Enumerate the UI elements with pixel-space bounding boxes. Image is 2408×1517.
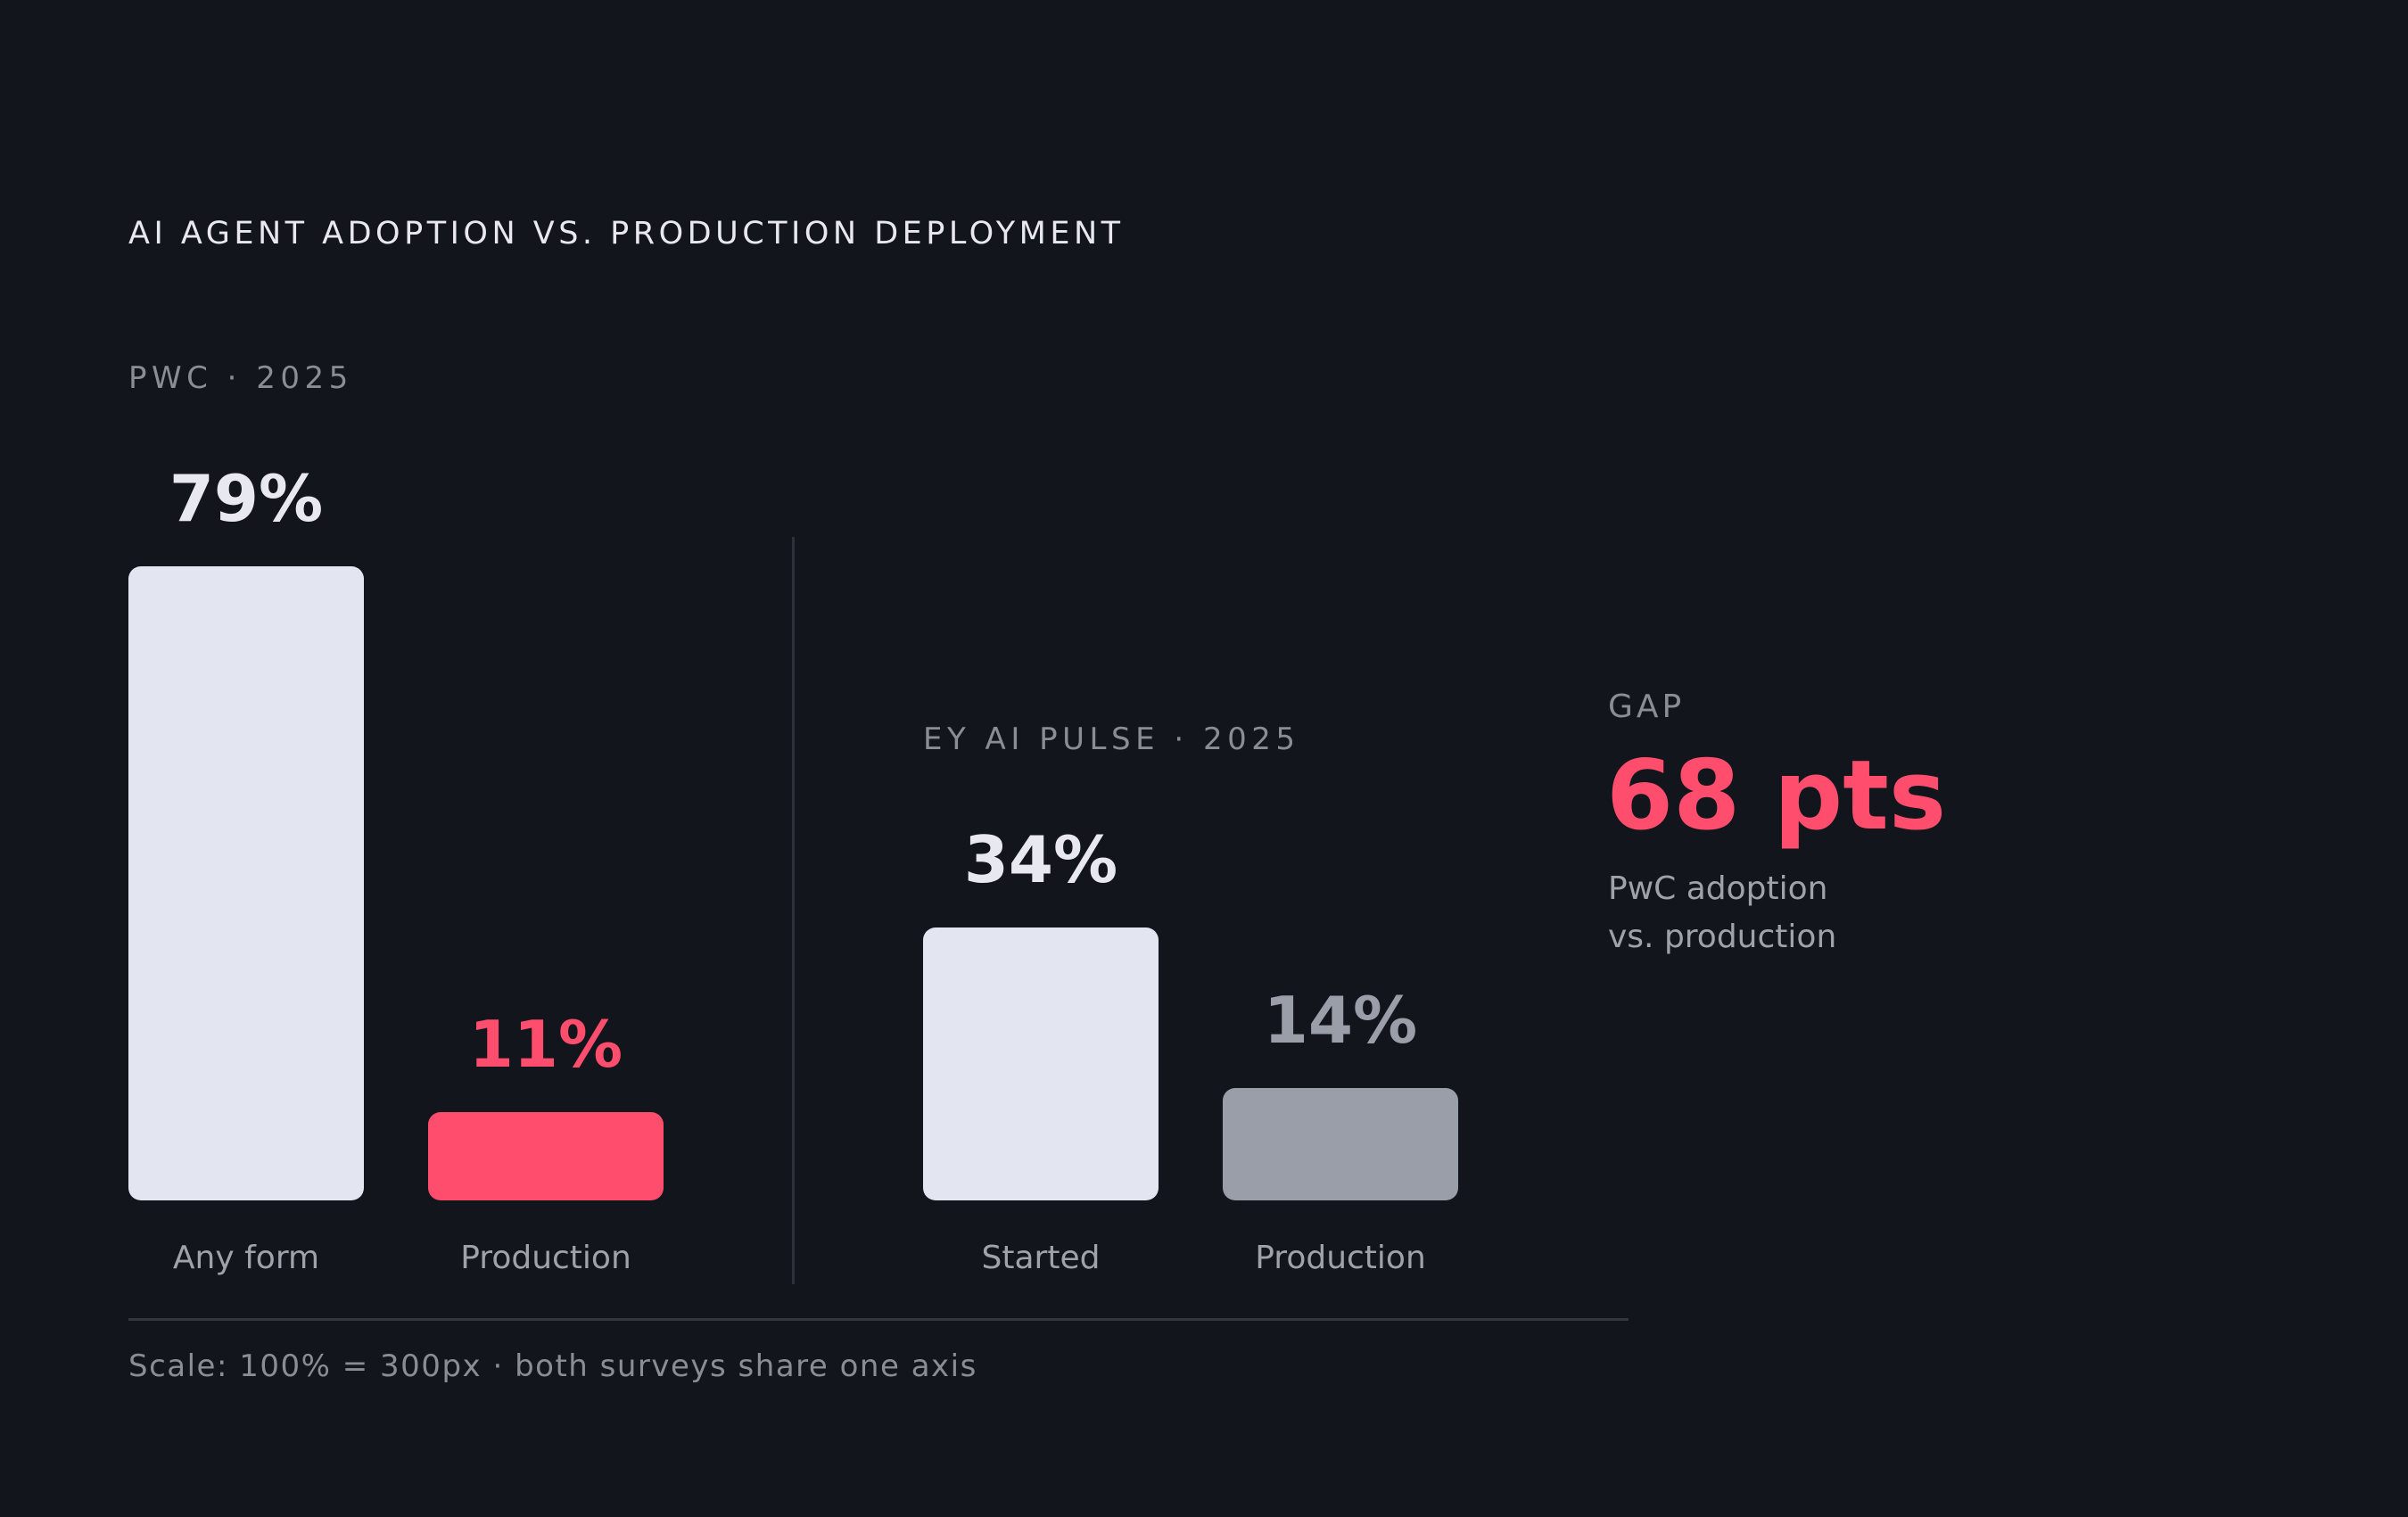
bar-p1-started <box>923 928 1159 1200</box>
category-label-p0-any-form: Any form <box>172 1240 320 1276</box>
gap-note-line-2: vs. production <box>1608 919 1837 955</box>
value-label-p1-production: 14% <box>1263 983 1418 1058</box>
scale-footnote: Scale: 100% = 300px · both surveys share… <box>128 1348 977 1384</box>
panel-label-ey: EY AI PULSE · 2025 <box>923 721 1300 757</box>
gap-label: GAP <box>1608 688 1686 725</box>
value-label-p0-production: 11% <box>468 1007 623 1082</box>
category-label-p0-production: Production <box>460 1240 631 1276</box>
bar-p0-production <box>428 1112 664 1200</box>
panel-label-pwc: PWC · 2025 <box>128 360 353 396</box>
bar-p1-production <box>1223 1088 1458 1200</box>
category-label-p1-started: Started <box>981 1240 1101 1276</box>
gap-note: PwC adoption vs. production <box>1608 865 1965 961</box>
value-label-p0-any-form: 79% <box>169 461 324 536</box>
value-label-p1-started: 34% <box>963 822 1118 897</box>
category-label-p1-production: Production <box>1255 1240 1426 1276</box>
gap-note-line-1: PwC adoption <box>1608 870 1828 907</box>
chart-title: AI AGENT ADOPTION VS. PRODUCTION DEPLOYM… <box>128 216 1125 251</box>
bar-p0-any-form <box>128 566 364 1200</box>
gap-value: 68 pts <box>1606 740 1947 852</box>
panel-divider <box>792 537 795 1284</box>
baseline-rule <box>128 1318 1629 1321</box>
